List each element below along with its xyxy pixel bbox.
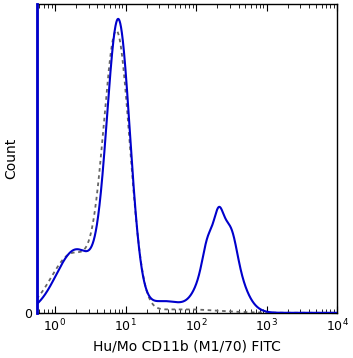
X-axis label: Hu/Mo CD11b (M1/70) FITC: Hu/Mo CD11b (M1/70) FITC [93,340,281,354]
Y-axis label: Count: Count [4,138,18,179]
